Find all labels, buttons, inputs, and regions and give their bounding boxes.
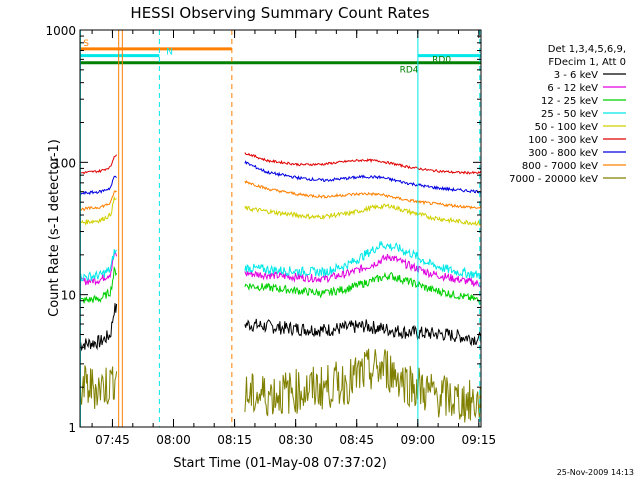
y-tick-label: 1 [68, 421, 76, 435]
plot-frame [79, 29, 482, 428]
series-line [79, 180, 482, 212]
series-line [79, 250, 482, 288]
y-axis-label: Count Rate (s-1 detector-1) [47, 139, 62, 317]
axes: 1 10 100 1000 07:45 08:00 08:15 08:30 08:45 09:00… [45, 24, 496, 447]
x-tick-label: 08:30 [278, 433, 313, 447]
legend-label: 300 - 800 keV [528, 148, 598, 159]
series-line [79, 265, 482, 305]
x-axis-label: Start Time (01-May-08 07:37:02) [173, 456, 387, 471]
series-line [79, 303, 482, 352]
flag-label: RD4 [400, 65, 419, 75]
y-tick-label: 10 [61, 289, 76, 303]
series-line [79, 240, 482, 282]
x-tick-label: 08:00 [156, 433, 191, 447]
legend-label: 50 - 100 keV [535, 122, 599, 133]
legend-label: 3 - 6 keV [554, 70, 598, 81]
legend-label: 7000 - 20000 keV [509, 174, 598, 185]
series-line [79, 195, 482, 226]
footer-date: 25-Nov-2009 14:13 [557, 468, 634, 477]
y-tick-label: 100 [53, 156, 76, 170]
chart-title: HESSI Observing Summary Count Rates [130, 4, 429, 22]
legend: Det 1,3,4,5,6,9, FDecim 1, Att 0 3 - 6 keV… [509, 44, 626, 185]
legend-header: FDecim 1, Att 0 [548, 57, 626, 68]
x-tick-label: 09:15 [462, 433, 497, 447]
series-line [79, 152, 482, 175]
x-tick-label: 08:45 [339, 433, 374, 447]
legend-label: 6 - 12 keV [547, 83, 598, 94]
x-tick-label: 08:15 [217, 433, 252, 447]
x-tick-label: 07:45 [95, 433, 130, 447]
y-tick-label: 1000 [45, 24, 76, 38]
legend-label: 12 - 25 keV [541, 96, 598, 107]
series-line [79, 348, 482, 423]
legend-label: 25 - 50 keV [541, 109, 598, 120]
plot-area: S N RD0 RD4 [79, 30, 482, 427]
series-line [79, 160, 482, 196]
x-tick-label: 09:00 [400, 433, 435, 447]
legend-label: 800 - 7000 keV [522, 161, 598, 172]
legend-label: 100 - 300 keV [528, 135, 598, 146]
legend-header: Det 1,3,4,5,6,9, [548, 44, 626, 55]
flag-label: RD0 [432, 55, 451, 65]
flag-label: N [166, 47, 173, 57]
flag-label: S [83, 39, 89, 49]
